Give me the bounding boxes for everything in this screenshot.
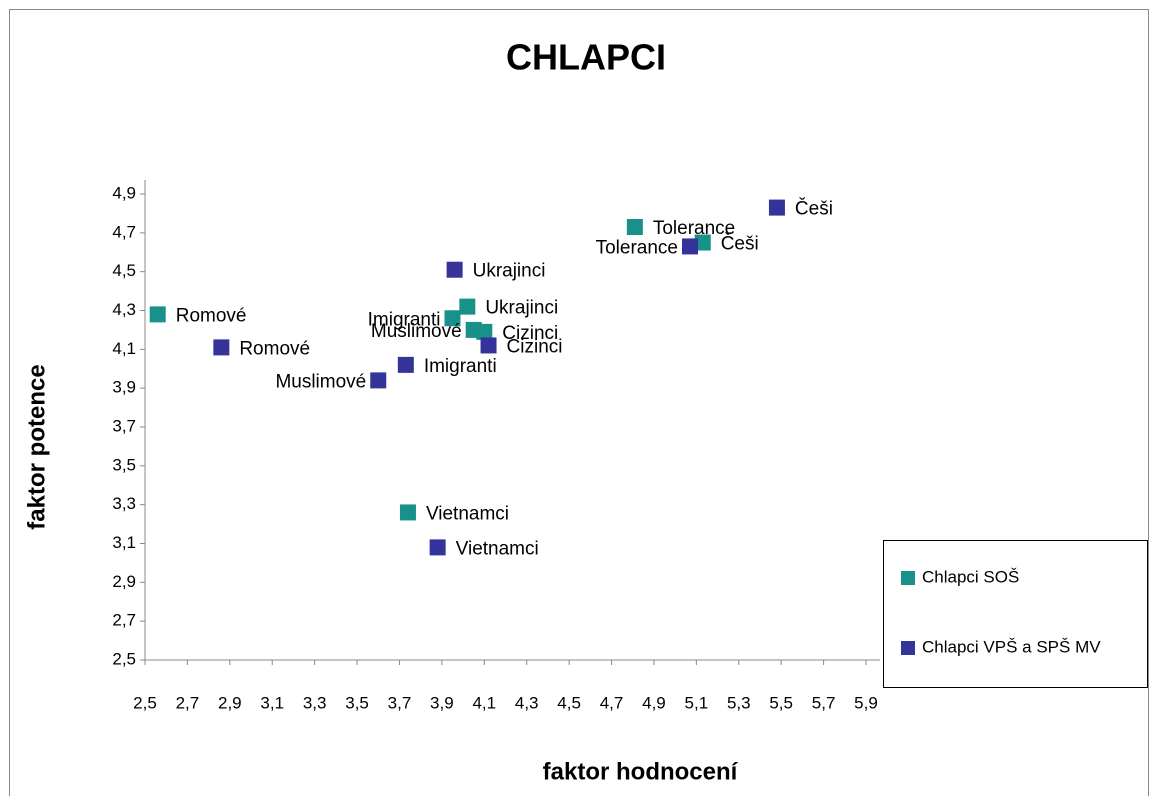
point-label: Romové <box>176 305 247 326</box>
point <box>681 238 698 255</box>
point-label: Vietnamci <box>426 503 509 524</box>
y-tick-label: 2,9 <box>112 572 136 591</box>
x-tick-label: 4,5 <box>557 693 581 712</box>
point <box>694 234 711 251</box>
legend-swatch <box>901 571 915 585</box>
point-label: Imigranti <box>368 309 441 330</box>
point-label: Vietnamci <box>456 538 539 559</box>
point <box>626 219 643 236</box>
y-axis-label: faktor potence <box>23 364 50 529</box>
point-label: Ukrajinci <box>473 261 546 282</box>
point <box>444 310 461 327</box>
point-label: Tolerance <box>653 218 735 239</box>
point-label: Češi <box>721 233 759 255</box>
x-tick-label: 3,5 <box>345 693 369 712</box>
point-label: Muslimové <box>275 371 366 392</box>
point <box>446 261 463 278</box>
x-tick-label: 4,7 <box>600 693 624 712</box>
point-label: Romové <box>239 338 310 359</box>
point <box>397 356 414 373</box>
x-tick-label: 5,7 <box>812 693 836 712</box>
point-label: Imigranti <box>424 356 497 377</box>
point <box>429 539 446 556</box>
x-tick-label: 3,9 <box>430 693 454 712</box>
point-label: Cizinci <box>502 323 558 344</box>
point <box>480 337 497 354</box>
legend-label: Chlapci VPŠ a SPŠ MV <box>922 637 1101 656</box>
point <box>213 339 230 356</box>
point <box>149 306 166 323</box>
point <box>399 504 416 521</box>
y-tick-label: 3,5 <box>112 455 136 474</box>
x-tick-label: 3,7 <box>388 693 412 712</box>
x-tick-label: 3,3 <box>303 693 327 712</box>
x-tick-label: 5,5 <box>769 693 793 712</box>
x-tick-label: 5,3 <box>727 693 751 712</box>
y-tick-label: 2,5 <box>112 649 136 668</box>
y-tick-label: 4,5 <box>112 261 136 280</box>
y-tick-label: 3,7 <box>112 416 136 435</box>
legend-box <box>883 540 1148 688</box>
point-label: Tolerance <box>596 237 678 258</box>
point <box>476 323 493 340</box>
point-label: Ukrajinci <box>485 298 558 319</box>
chart-title: CHLAPCI <box>506 37 666 78</box>
x-tick-label: 2,7 <box>176 693 200 712</box>
x-tick-label: 3,1 <box>260 693 284 712</box>
x-tick-label: 2,5 <box>133 693 157 712</box>
x-tick-label: 4,9 <box>642 693 666 712</box>
y-tick-label: 3,9 <box>112 378 136 397</box>
y-tick-label: 4,7 <box>112 222 136 241</box>
point-label: Muslimové <box>371 321 462 342</box>
y-tick-label: 4,3 <box>112 300 136 319</box>
x-tick-label: 5,1 <box>685 693 709 712</box>
x-tick-label: 5,9 <box>854 693 878 712</box>
y-tick-label: 3,1 <box>112 533 136 552</box>
x-tick-label: 2,9 <box>218 693 242 712</box>
y-tick-label: 4,9 <box>112 183 136 202</box>
legend-swatch <box>901 641 915 655</box>
x-tick-label: 4,1 <box>472 693 496 712</box>
y-tick-label: 3,3 <box>112 494 136 513</box>
legend-label: Chlapci SOŠ <box>922 567 1019 586</box>
point <box>459 298 476 315</box>
x-tick-label: 4,3 <box>515 693 539 712</box>
point <box>370 372 387 389</box>
y-tick-label: 4,1 <box>112 339 136 358</box>
point <box>768 199 785 216</box>
x-axis-label: faktor hodnocení <box>543 758 739 785</box>
y-tick-label: 2,7 <box>112 611 136 630</box>
point-label: Češi <box>795 198 833 220</box>
point-label: Cizinci <box>507 336 563 357</box>
